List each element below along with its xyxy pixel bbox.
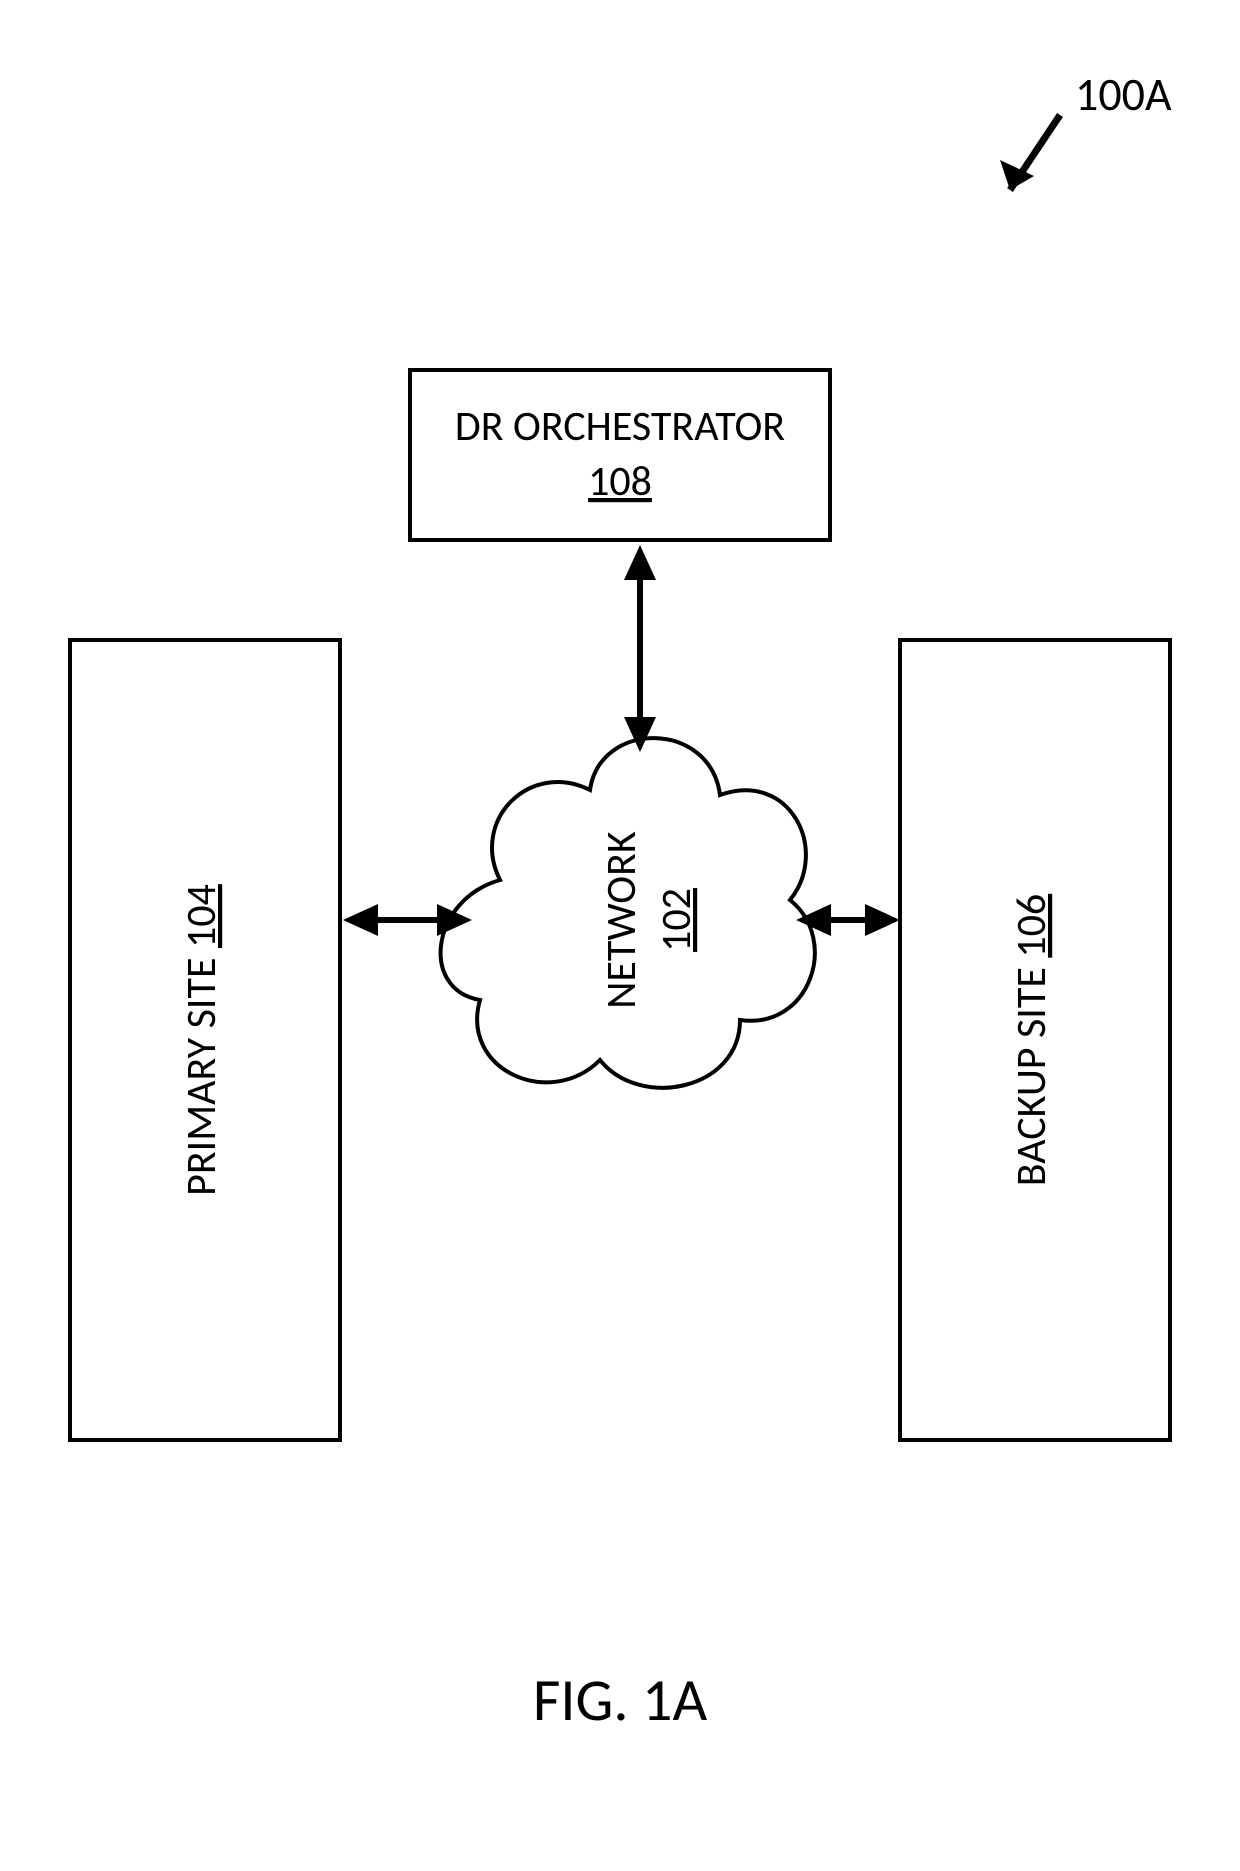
primary-site-id: 104 — [176, 884, 227, 948]
orchestrator-node: DR ORCHESTRATOR 108 — [410, 370, 830, 540]
primary-site-label-group: PRIMARY SITE 104 — [176, 884, 227, 1196]
orchestrator-label: DR ORCHESTRATOR — [455, 401, 785, 452]
network-node: NETWORK 102 — [441, 738, 815, 1088]
backup-site-node: BACKUP SITE 106 — [900, 640, 1170, 1440]
reference-label: 100A — [1075, 67, 1172, 123]
network-label: NETWORK — [596, 831, 647, 1009]
primary-site-label: PRIMARY SITE — [176, 948, 227, 1196]
primary-site-node: PRIMARY SITE 104 — [70, 640, 340, 1440]
reference-pointer: 100A — [1000, 67, 1172, 190]
backup-site-id: 106 — [1006, 894, 1057, 958]
figure-caption: FIG. 1A — [533, 1664, 708, 1737]
backup-site-label: BACKUP SITE — [1006, 958, 1057, 1187]
orchestrator-id: 108 — [588, 456, 652, 507]
network-id: 102 — [651, 888, 702, 952]
backup-site-label-group: BACKUP SITE 106 — [1006, 894, 1057, 1186]
edge-orchestrator-network — [624, 545, 656, 752]
diagram-canvas: 100A DR ORCHESTRATOR 108 PRIMARY SITE 10… — [0, 0, 1240, 1871]
